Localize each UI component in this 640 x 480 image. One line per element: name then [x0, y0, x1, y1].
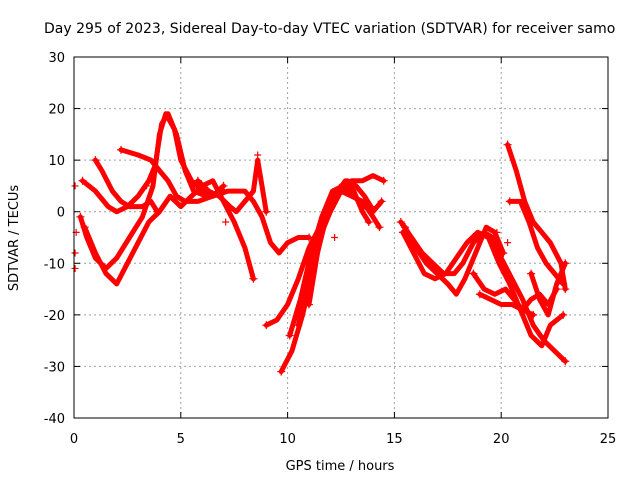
series-trace	[295, 188, 382, 328]
y-tick-label: -40	[44, 412, 65, 427]
tick-labels: 0 5 10 15 20 25 -40 -30 -20 -10 0 10 20 30	[44, 51, 617, 447]
data-point	[505, 197, 514, 206]
series-trace	[470, 271, 560, 313]
series-trace	[528, 260, 568, 318]
series-arc18	[505, 197, 568, 288]
series-arc6	[193, 157, 271, 216]
scatter-point	[493, 228, 501, 236]
data-point	[559, 310, 568, 319]
scatter-point	[331, 234, 339, 241]
data-point	[561, 285, 570, 294]
series-arc10	[294, 188, 384, 330]
data-point	[116, 145, 125, 154]
x-tick-label: 0	[70, 432, 78, 447]
data-point	[559, 279, 568, 288]
data-point	[262, 207, 271, 216]
series-trace	[118, 147, 312, 256]
x-tick-label: 25	[600, 432, 617, 447]
series-trace	[505, 142, 568, 292]
data-point	[527, 269, 536, 278]
series-trace	[306, 178, 374, 307]
data-point	[499, 248, 508, 257]
data-point	[561, 357, 570, 366]
x-tick-label: 10	[279, 432, 296, 447]
data-point	[375, 223, 384, 232]
series-arc1	[76, 111, 228, 271]
data-point	[304, 300, 313, 309]
x-tick-label: 15	[386, 432, 403, 447]
y-axis-label: SDTVAR / TECUs	[7, 185, 22, 292]
y-tick-label: 10	[48, 154, 65, 169]
data-series	[76, 111, 570, 376]
data-point	[249, 274, 258, 283]
y-tick-label: 0	[57, 206, 65, 221]
data-point	[153, 207, 162, 216]
scatter-point	[504, 239, 512, 247]
scatter-point	[222, 218, 230, 226]
data-point	[277, 367, 286, 376]
y-tick-label: 30	[48, 51, 65, 66]
x-tick-label: 5	[177, 432, 185, 447]
series-trace	[477, 291, 536, 318]
data-point	[364, 218, 373, 227]
data-point	[78, 176, 87, 185]
data-point	[262, 321, 271, 330]
scatter-point	[493, 244, 501, 252]
y-tick-label: -30	[44, 360, 65, 375]
scatter-point	[143, 182, 151, 190]
series-trace	[77, 111, 226, 271]
data-point	[503, 140, 512, 149]
data-markers	[71, 151, 512, 272]
y-tick-label: -10	[44, 257, 65, 272]
data-point	[377, 197, 386, 206]
grid-lines	[74, 57, 608, 418]
data-point	[80, 223, 89, 232]
x-tick-label: 20	[493, 432, 510, 447]
data-point	[379, 176, 388, 185]
y-tick-label: 20	[48, 103, 65, 118]
series-arc14	[401, 223, 508, 297]
series-trace	[398, 219, 568, 364]
series-arc11	[304, 178, 375, 309]
data-point	[193, 176, 202, 185]
data-point	[366, 202, 375, 211]
scatter-point	[254, 151, 262, 159]
data-point	[76, 212, 85, 221]
scatter-point	[71, 182, 79, 190]
data-point	[529, 310, 538, 319]
data-point	[475, 290, 484, 299]
data-point	[396, 218, 405, 227]
x-axis-label: GPS time / hours	[286, 459, 395, 474]
scatter-point	[71, 249, 79, 257]
data-point	[401, 223, 410, 232]
series-arc4	[91, 156, 162, 216]
series-trace	[507, 198, 566, 287]
y-tick-label: -20	[44, 309, 65, 324]
series-trace	[402, 224, 506, 297]
series-trace	[195, 157, 269, 215]
series-arc17	[503, 140, 570, 294]
data-point	[294, 321, 303, 330]
data-point	[285, 331, 294, 340]
data-point	[469, 269, 478, 278]
series-trace	[92, 157, 160, 215]
series-arc16	[475, 290, 538, 319]
data-point	[91, 156, 100, 165]
series-arc19	[527, 259, 570, 318]
series-trace	[82, 178, 256, 287]
chart-title: Day 295 of 2023, Sidereal Day-to-day VTE…	[44, 21, 615, 37]
scatter-point	[71, 264, 79, 272]
plot-frame	[73, 56, 609, 419]
data-point	[561, 259, 570, 268]
axis-ticks	[73, 56, 609, 419]
